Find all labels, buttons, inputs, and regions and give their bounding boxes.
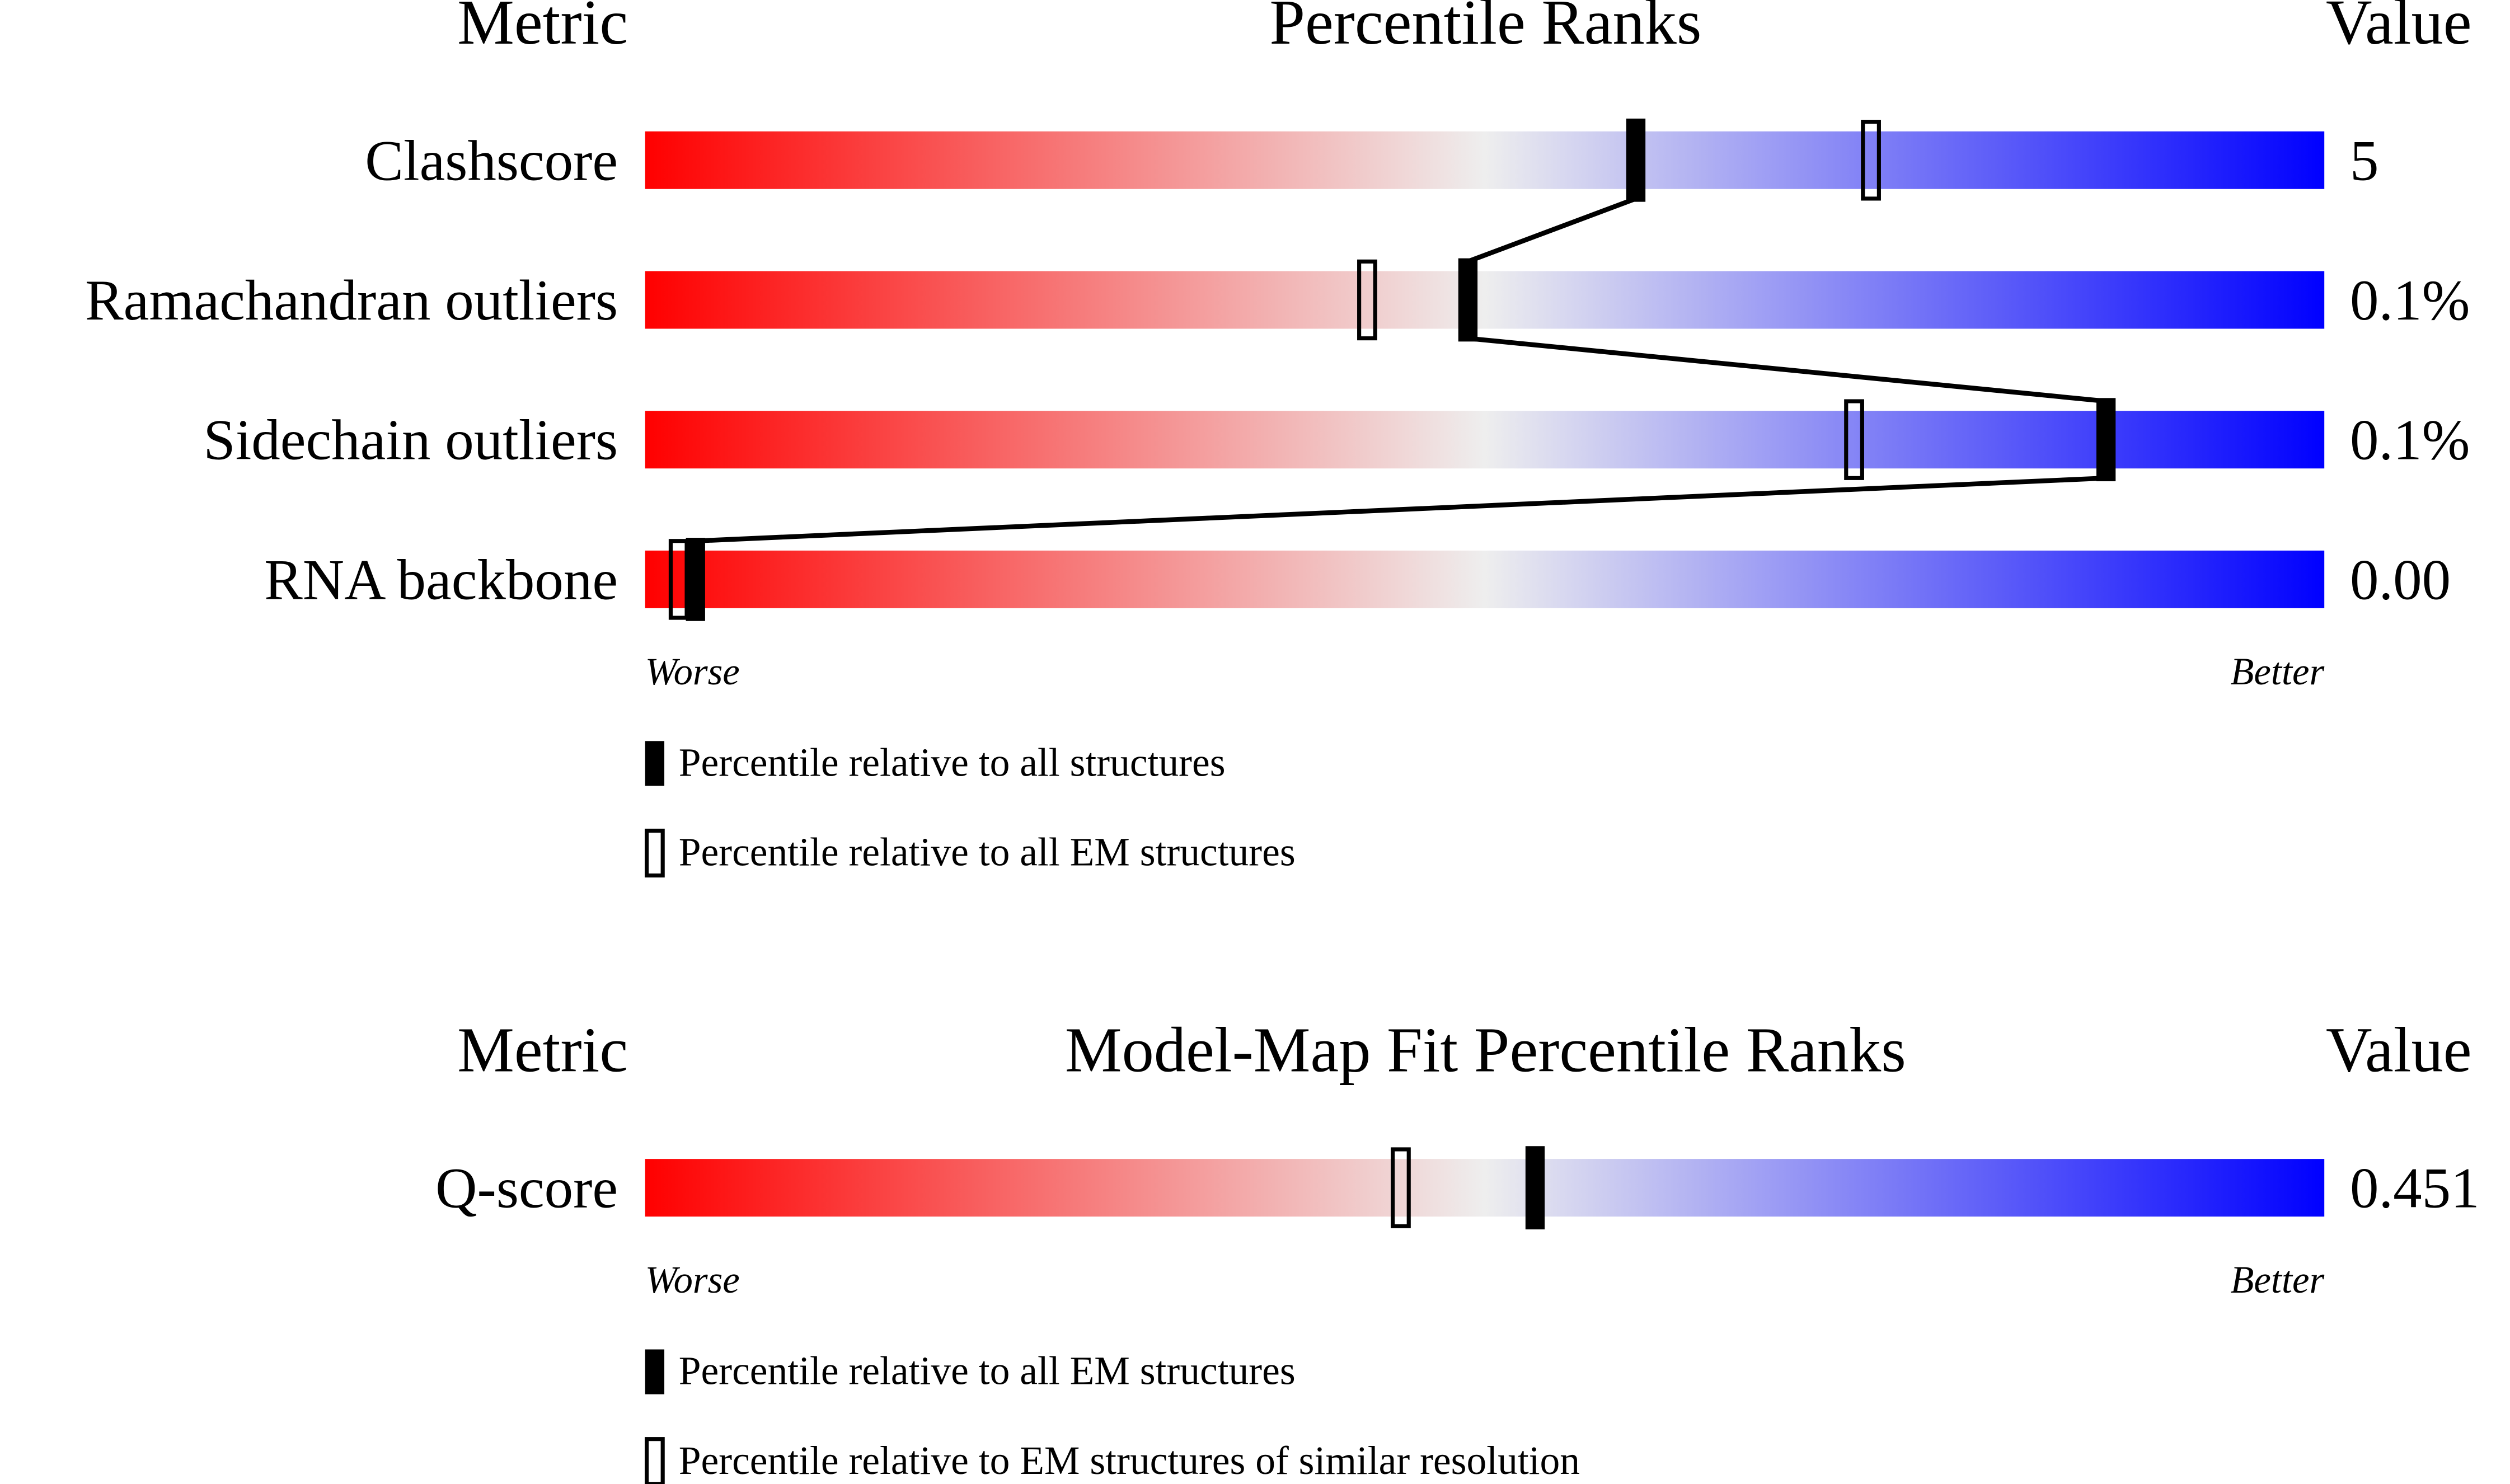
- metric-value: 5: [2350, 129, 2378, 192]
- metric-label: Q-score: [435, 1157, 618, 1220]
- connector: [695, 476, 2106, 544]
- value-header: Value: [2326, 0, 2472, 58]
- legend-swatch: [644, 828, 665, 878]
- metric-label: RNA backbone: [264, 548, 618, 612]
- open-marker: [1357, 259, 1377, 341]
- better-label: Better: [2231, 650, 2325, 693]
- slider-bar: [645, 271, 2325, 329]
- slider-bar: [645, 550, 2325, 608]
- filled-marker: [686, 538, 705, 621]
- filled-marker: [1626, 118, 1646, 202]
- chart-title: Percentile Ranks: [1269, 0, 1701, 58]
- metric-value: 0.1%: [2350, 408, 2470, 472]
- slider-bar: [645, 1159, 2325, 1217]
- filled-marker: [1458, 258, 1478, 342]
- metric-label: Sidechain outliers: [203, 408, 618, 472]
- open-marker: [1861, 120, 1881, 201]
- better-label: Better: [2231, 1258, 2325, 1301]
- open-marker: [1391, 1147, 1411, 1228]
- legend-label: Percentile relative to all EM structures: [679, 1349, 1296, 1393]
- metric-header: Metric: [457, 1014, 628, 1085]
- metric-label: Clashscore: [365, 129, 618, 192]
- legend-swatch: [645, 1349, 665, 1394]
- filled-marker: [2096, 398, 2116, 482]
- legend-label: Percentile relative to EM structures of …: [679, 1439, 1580, 1483]
- chart-title: Model-Map Fit Percentile Ranks: [1065, 1014, 1906, 1085]
- metric-value: 0.1%: [2350, 269, 2470, 332]
- metric-value: 0.451: [2350, 1157, 2480, 1220]
- value-header: Value: [2326, 1014, 2472, 1085]
- connector: [1467, 196, 1637, 264]
- metric-header: Metric: [457, 0, 628, 58]
- legend-swatch: [645, 741, 665, 786]
- legend-label: Percentile relative to all structures: [679, 740, 1226, 785]
- metric-label: Ramachandran outliers: [85, 269, 618, 332]
- slider-bar: [645, 131, 2325, 189]
- open-marker: [1844, 399, 1864, 480]
- slider-bar: [645, 411, 2325, 469]
- legend-swatch: [644, 1437, 665, 1484]
- worse-label: Worse: [645, 1258, 740, 1301]
- filled-marker: [1525, 1146, 1545, 1229]
- metric-value: 0.00: [2350, 548, 2451, 612]
- legend-label: Percentile relative to all EM structures: [679, 830, 1296, 875]
- connector: [1467, 336, 2106, 404]
- worse-label: Worse: [645, 650, 740, 693]
